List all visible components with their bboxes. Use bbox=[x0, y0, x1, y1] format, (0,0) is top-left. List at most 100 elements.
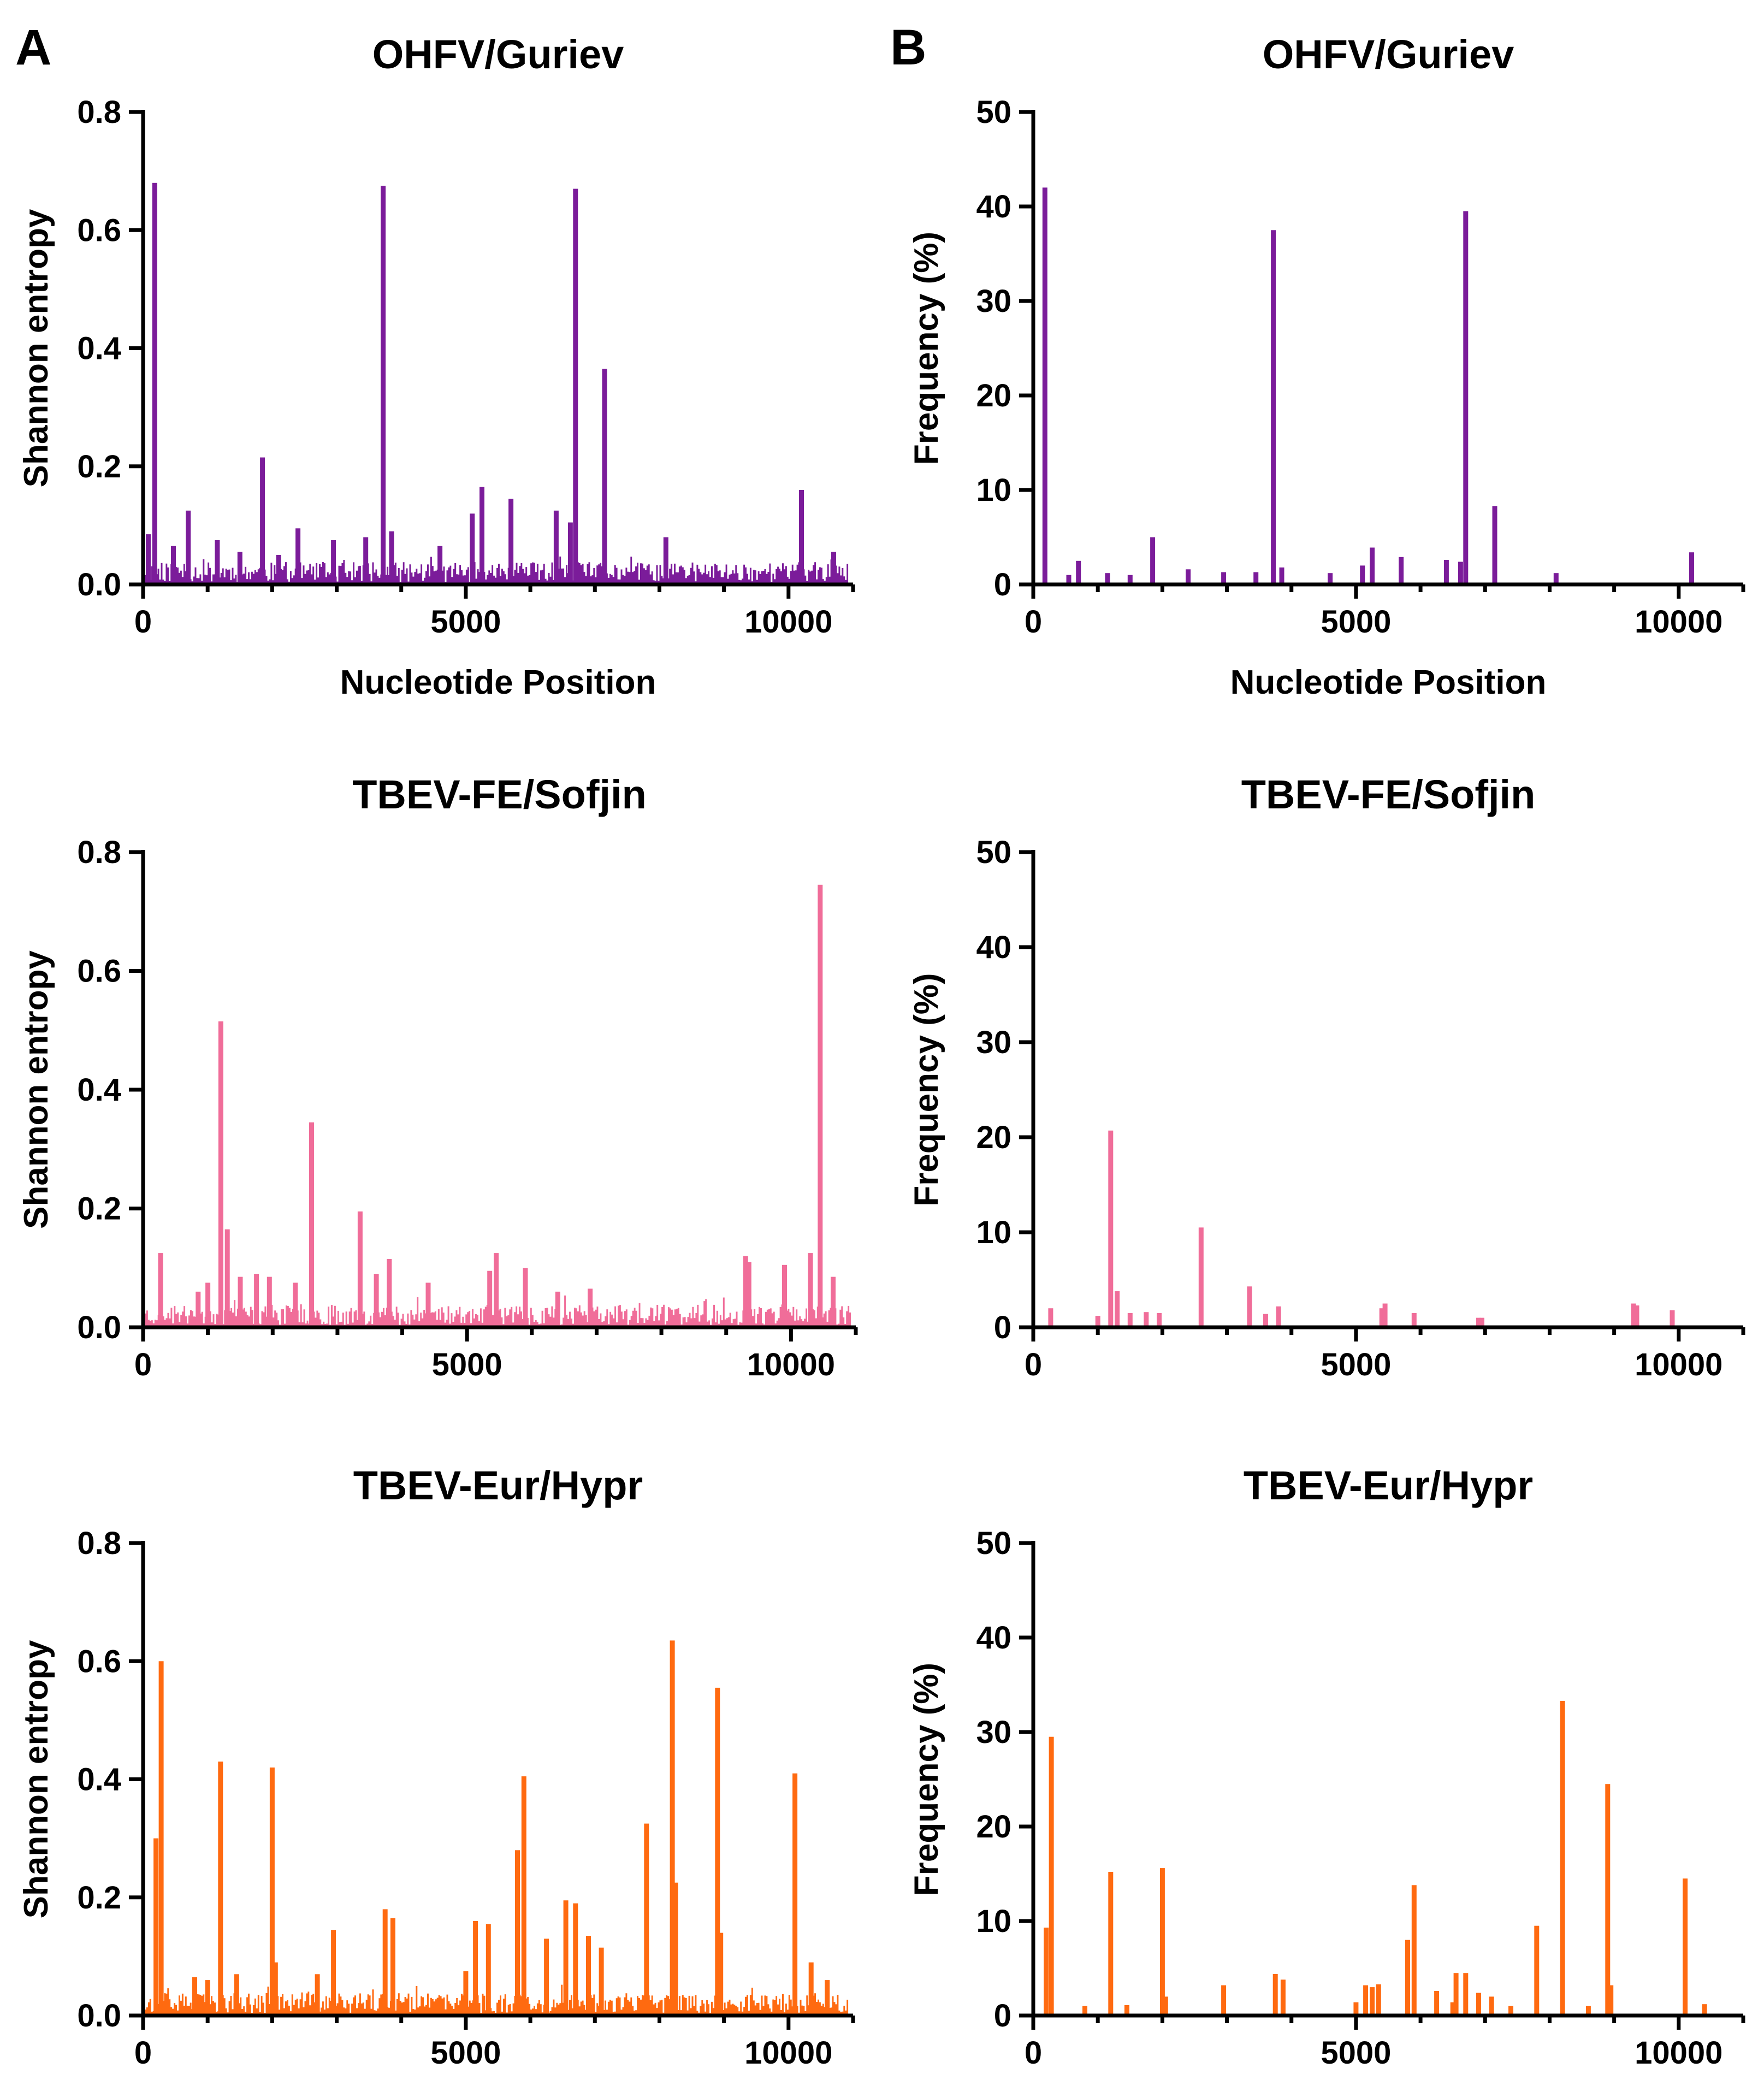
bar bbox=[1463, 211, 1469, 585]
bar bbox=[1272, 1973, 1278, 2016]
bar bbox=[1271, 230, 1276, 585]
bar bbox=[1328, 573, 1333, 584]
x-tick-label: 5000 bbox=[1321, 2035, 1391, 2071]
x-tick-label: 0 bbox=[1025, 1347, 1042, 1382]
bar-series bbox=[1042, 187, 1694, 585]
bar bbox=[567, 522, 573, 584]
bar bbox=[523, 1268, 528, 1328]
bar bbox=[254, 1274, 259, 1327]
y-tick-label: 0.4 bbox=[77, 1762, 121, 1798]
bar bbox=[1492, 506, 1497, 584]
chart-title: TBEV-Eur/Hypr bbox=[1244, 1463, 1533, 1508]
bar bbox=[1159, 1868, 1165, 2016]
bar bbox=[1044, 1928, 1049, 2016]
bar bbox=[799, 490, 804, 584]
bar bbox=[1382, 1303, 1388, 1327]
bar bbox=[196, 1291, 201, 1328]
y-tick-label: 50 bbox=[976, 94, 1011, 130]
bar bbox=[1585, 2006, 1591, 2016]
bar bbox=[381, 186, 386, 584]
bar bbox=[158, 1253, 163, 1327]
y-tick-label: 0.4 bbox=[77, 1072, 121, 1108]
bar bbox=[1221, 1985, 1227, 2016]
bar bbox=[1163, 1996, 1168, 2016]
bar bbox=[1276, 1306, 1281, 1327]
bar bbox=[1560, 1700, 1565, 2016]
chart-title: OHFV/Guriev bbox=[1263, 32, 1514, 77]
y-tick-label: 0.8 bbox=[77, 1526, 121, 1561]
x-tick-label: 10000 bbox=[744, 2035, 832, 2071]
bar bbox=[234, 1974, 239, 2016]
bar bbox=[673, 1882, 678, 2016]
bar bbox=[295, 528, 301, 584]
bar bbox=[1108, 1130, 1114, 1327]
bar bbox=[382, 1909, 388, 2016]
bar-series bbox=[1044, 1700, 1707, 2016]
bar bbox=[508, 499, 514, 584]
x-tick-label: 10000 bbox=[1635, 2035, 1722, 2071]
y-tick-label: 20 bbox=[976, 378, 1011, 413]
bar bbox=[1076, 560, 1081, 585]
chart-tbev-eur-hypr-a: TBEV-Eur/Hypr 0.0 0.2 0.4 0.6 0.8 0 5000 10000 Sh… bbox=[17, 1463, 855, 2071]
bar bbox=[1399, 557, 1404, 584]
y-tick-label: 50 bbox=[976, 835, 1011, 870]
bar bbox=[1353, 2002, 1359, 2016]
bar bbox=[1450, 2002, 1455, 2016]
bar bbox=[1157, 1313, 1162, 1327]
bar bbox=[1127, 575, 1133, 584]
y-tick-label: 0.6 bbox=[77, 1644, 121, 1679]
bar bbox=[599, 1947, 604, 2016]
chart-ohfv-guriev-b: OHFV/Guriev 0 10 20 30 40 50 0 5000 10000 Nucleoti… bbox=[908, 32, 1745, 701]
bar bbox=[602, 369, 607, 584]
y-tick-label: 0 bbox=[994, 1310, 1011, 1345]
bar bbox=[1683, 1878, 1688, 2016]
bar bbox=[1144, 1312, 1149, 1327]
y-tick-label: 0.2 bbox=[77, 1191, 121, 1227]
x-tick-label: 0 bbox=[1025, 2035, 1042, 2071]
y-tick-label: 50 bbox=[976, 1526, 1011, 1561]
x-tick-label: 10000 bbox=[747, 1347, 835, 1382]
bar bbox=[1363, 1985, 1369, 2016]
bar bbox=[1463, 1973, 1469, 2016]
bar bbox=[1608, 1985, 1614, 2016]
y-tick-label: 0.2 bbox=[77, 449, 121, 484]
bar bbox=[205, 1283, 211, 1327]
bar bbox=[715, 1687, 720, 2016]
chart-tbev-fe-sofjin-a: TBEV-FE/Sofjin 0.0 0.2 0.4 0.6 0.8 0 5000 10000 S… bbox=[17, 772, 858, 1382]
bar bbox=[463, 1971, 469, 2016]
bar bbox=[237, 552, 242, 584]
x-tick-label: 5000 bbox=[432, 1347, 502, 1382]
x-tick-label: 10000 bbox=[1635, 1347, 1722, 1382]
y-tick-label: 0.2 bbox=[77, 1880, 121, 1916]
bar bbox=[390, 1918, 395, 2016]
y-tick-label: 20 bbox=[976, 1120, 1011, 1155]
chart-title: TBEV-Eur/Hypr bbox=[353, 1463, 643, 1508]
chart-title: TBEV-FE/Sofjin bbox=[1241, 772, 1536, 817]
bar bbox=[573, 188, 578, 585]
bar bbox=[486, 1924, 491, 2016]
bar bbox=[825, 1980, 830, 2016]
bar bbox=[663, 537, 668, 584]
background-entropy-bars bbox=[143, 1984, 849, 2016]
bar bbox=[309, 1122, 314, 1327]
bar bbox=[1534, 1925, 1540, 2016]
bar bbox=[563, 1900, 569, 2016]
y-tick-label: 0.6 bbox=[77, 212, 121, 248]
bar bbox=[218, 1762, 223, 2016]
background-entropy-bars bbox=[143, 1295, 851, 1327]
bar bbox=[158, 1661, 164, 2016]
bar bbox=[553, 510, 559, 584]
y-axis-title: Shannon entropy bbox=[17, 1640, 55, 1918]
background-entropy-bars bbox=[143, 556, 849, 584]
bar bbox=[782, 1264, 787, 1327]
bar bbox=[1066, 575, 1072, 584]
bar bbox=[425, 1283, 431, 1327]
bar bbox=[1443, 560, 1449, 584]
chart-title: OHFV/Guriev bbox=[372, 32, 624, 77]
bar bbox=[1405, 1940, 1410, 2016]
y-tick-label: 10 bbox=[976, 1215, 1011, 1250]
bar bbox=[586, 1936, 591, 2016]
y-tick-label: 0.0 bbox=[77, 1998, 121, 2034]
x-tick-label: 0 bbox=[134, 1347, 152, 1382]
bar bbox=[1360, 565, 1365, 584]
